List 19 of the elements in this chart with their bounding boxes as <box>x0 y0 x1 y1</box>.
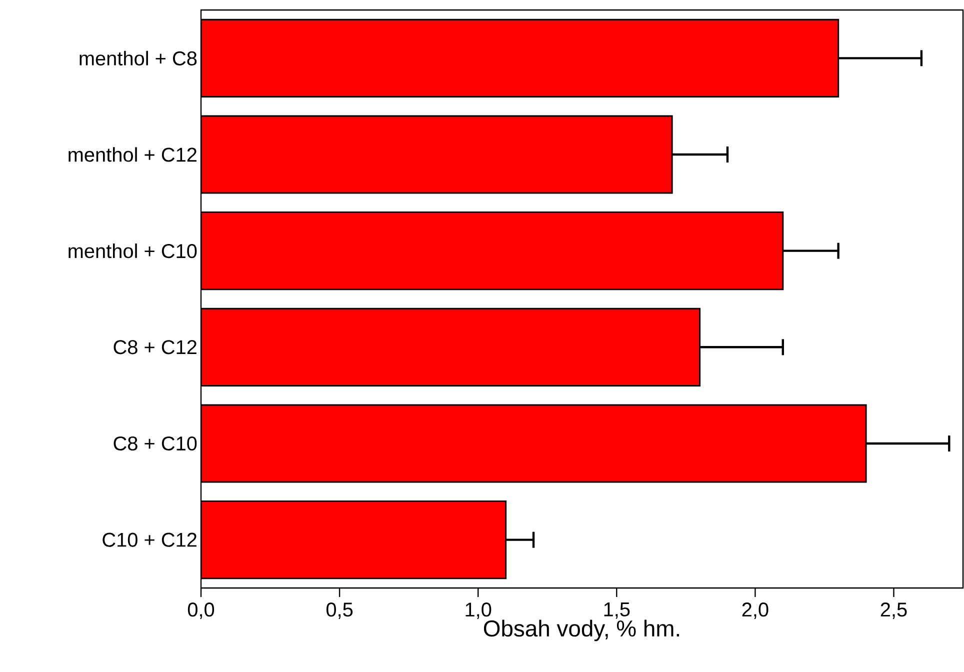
y-tick-label: C10 + C12 <box>102 532 196 547</box>
x-axis-title: Obsah vody, % hm. <box>484 620 680 642</box>
bar <box>201 308 701 386</box>
bar <box>201 212 784 290</box>
x-tick-label: 2,5 <box>880 602 907 619</box>
x-tick-label: 1,5 <box>604 602 630 619</box>
bar <box>201 115 673 194</box>
y-tick-label: C8 + C12 <box>114 340 196 354</box>
x-tick-label: 0,5 <box>326 602 353 619</box>
y-tick-label: C8 + C10 <box>114 436 197 451</box>
bar <box>201 404 867 483</box>
y-tick-label: menthol + C12 <box>68 147 196 162</box>
x-tick-label: 1,0 <box>466 602 492 619</box>
x-tick-label: 2,0 <box>742 602 768 619</box>
y-tick-label: menthol + C10 <box>68 244 197 258</box>
x-tick-label: 0,0 <box>188 602 214 619</box>
bar <box>201 18 840 98</box>
bar <box>201 500 507 580</box>
y-tick-label: menthol + C8 <box>80 50 197 66</box>
